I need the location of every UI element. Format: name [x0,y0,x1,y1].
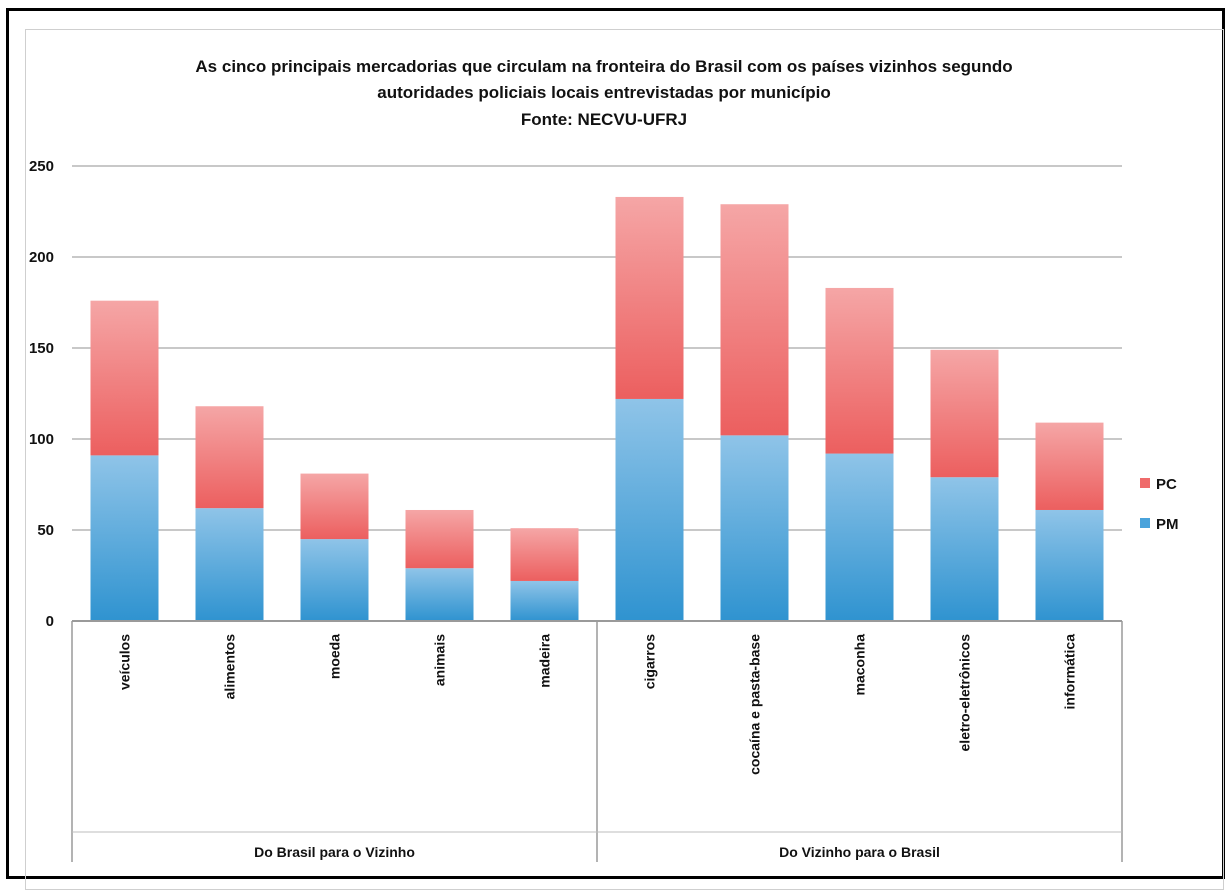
bar-pm-6 [615,398,684,621]
bar-pm-5 [510,580,579,621]
y-tick-label: 250 [29,158,54,175]
y-tick-label: 200 [29,249,54,266]
category-label: eletro-eletrônicos [957,634,973,752]
legend-label-pc: PC [1156,476,1177,493]
bar-pc-1 [90,300,159,456]
y-tick-label: 100 [29,431,54,448]
category-label: animais [432,634,448,686]
category-label: cigarros [642,634,658,689]
category-label: moeda [327,634,343,679]
legend-label-pm: PM [1156,516,1179,533]
legend-swatch-pm [1140,518,1150,528]
category-label: maconha [852,634,868,696]
bar-pc-4 [405,509,474,569]
bar-pc-7 [720,204,789,436]
category-label: cocaína e pasta-base [747,634,763,775]
y-tick-label: 0 [46,613,54,630]
bar-pc-10 [1035,422,1104,510]
category-label: veículos [117,634,133,690]
chart-title: As cinco principais mercadorias que circ… [195,57,1012,129]
bar-pm-2 [195,508,264,621]
bar-pm-3 [300,539,369,621]
bar-pc-8 [825,287,894,454]
x-axis-groups: Do Brasil para o Vizinho Do Vizinho para … [254,844,940,860]
chart-title-line-2: autoridades policiais locais entrevistad… [377,83,830,102]
bar-pc-3 [300,473,369,540]
bar-pm-1 [90,455,159,621]
bar-pc-6 [615,196,684,399]
y-axis-ticks: 0 50 100 150 200 250 [29,158,54,630]
chart-title-line-1: As cinco principais mercadorias que circ… [195,57,1012,76]
bar-pc-5 [510,528,579,581]
bar-pm-8 [825,453,894,621]
y-tick-label: 150 [29,340,54,357]
x-axis [71,620,1123,862]
legend-swatch-pc [1140,478,1150,488]
category-label: madeira [537,634,553,688]
x-axis-categories: veículos alimentos moeda animais madeira ciga… [117,634,1078,775]
category-label: alimentos [222,634,238,700]
bar-pc-9 [930,349,999,478]
y-tick-label: 50 [37,522,54,539]
group-label: Do Vizinho para o Brasil [779,844,940,860]
chart-title-line-3: Fonte: NECVU-UFRJ [521,110,687,129]
bars [90,196,1104,621]
group-label: Do Brasil para o Vizinho [254,844,415,860]
bar-pm-9 [930,477,999,621]
legend: PC PM [1140,476,1179,533]
category-label: informática [1062,634,1078,710]
bar-pc-2 [195,406,264,509]
bar-pm-10 [1035,509,1104,621]
bar-pm-7 [720,435,789,621]
bar-pm-4 [405,568,474,621]
